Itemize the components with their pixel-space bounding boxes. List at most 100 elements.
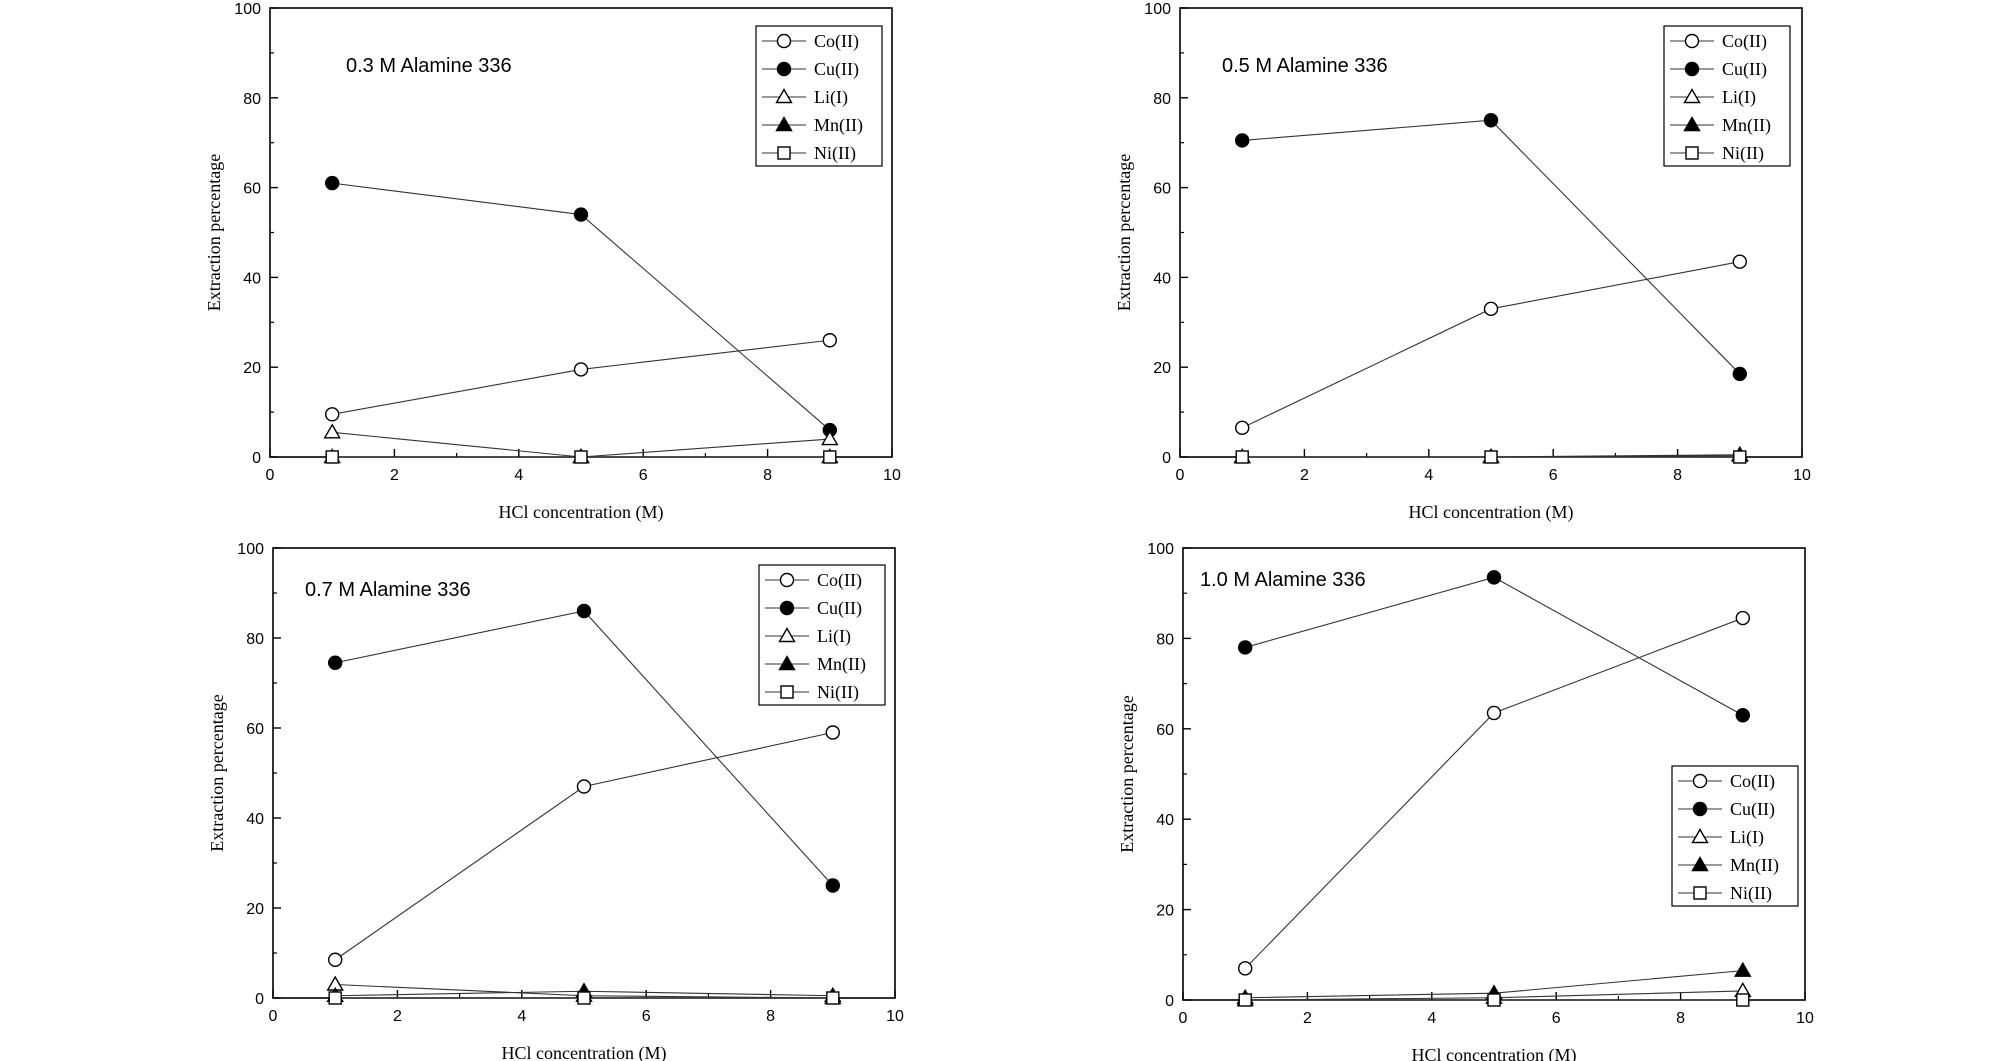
legend-marker bbox=[776, 61, 792, 77]
data-point bbox=[823, 450, 837, 464]
x-tick-label: 4 bbox=[517, 1008, 526, 1025]
data-point bbox=[1486, 570, 1502, 585]
legend-label: Ni(II) bbox=[1722, 143, 1764, 164]
y-tick-label: 20 bbox=[243, 360, 261, 377]
series-Ni(II) bbox=[328, 991, 840, 1005]
alamine-concentration-annotation: 0.3 M Alamine 336 bbox=[346, 55, 512, 77]
y-tick-label: 100 bbox=[234, 1, 261, 18]
y-tick-label: 20 bbox=[246, 901, 264, 918]
y-tick-label: 20 bbox=[1153, 360, 1171, 377]
data-point bbox=[1484, 450, 1498, 464]
series-Cu(II) bbox=[328, 603, 840, 893]
x-tick-label: 4 bbox=[1427, 1010, 1436, 1027]
series-Ni(II) bbox=[1235, 450, 1747, 464]
legend-label: Ni(II) bbox=[817, 682, 859, 703]
legend-marker bbox=[780, 685, 794, 699]
y-axis-label: Extraction percentage bbox=[204, 154, 224, 311]
data-point bbox=[1732, 254, 1748, 269]
legend-label: Ni(II) bbox=[1730, 883, 1772, 904]
x-tick-label: 10 bbox=[886, 1008, 904, 1025]
legend-marker bbox=[1691, 856, 1709, 872]
x-tick-label: 8 bbox=[763, 467, 772, 484]
data-point bbox=[1483, 113, 1499, 128]
data-point bbox=[822, 333, 837, 348]
legend: Co(II) Cu(II) Li(I) Mn(II) Ni(II) bbox=[1663, 25, 1791, 167]
legend-marker bbox=[1683, 116, 1701, 132]
legend-label: Li(I) bbox=[1730, 827, 1764, 848]
x-tick-label: 10 bbox=[883, 467, 901, 484]
data-point bbox=[1733, 450, 1747, 464]
y-axis-label: Extraction percentage bbox=[207, 694, 227, 851]
x-tick-label: 0 bbox=[1176, 467, 1185, 484]
y-tick-label: 80 bbox=[243, 91, 261, 108]
legend-label: Cu(II) bbox=[817, 598, 862, 619]
y-tick-label: 0 bbox=[252, 450, 261, 467]
x-axis-label: HCl concentration (M) bbox=[499, 502, 664, 523]
x-tick-label: 8 bbox=[766, 1008, 775, 1025]
data-point bbox=[1732, 366, 1748, 382]
legend: Co(II) Cu(II) Li(I) Mn(II) Ni(II) bbox=[758, 564, 886, 706]
data-point bbox=[1736, 993, 1750, 1007]
legend-label: Co(II) bbox=[1730, 771, 1775, 792]
legend-label: Cu(II) bbox=[1730, 799, 1775, 820]
legend-marker bbox=[778, 655, 796, 671]
y-tick-label: 60 bbox=[246, 721, 264, 738]
x-tick-label: 10 bbox=[1796, 1010, 1814, 1027]
data-point bbox=[577, 991, 591, 1005]
y-tick-label: 40 bbox=[243, 270, 261, 287]
data-point bbox=[1735, 610, 1751, 626]
series-Cu(II) bbox=[1237, 570, 1751, 723]
data-point bbox=[328, 952, 343, 967]
y-tick-label: 60 bbox=[1156, 722, 1174, 739]
y-tick-label: 80 bbox=[1156, 631, 1174, 648]
y-tick-label: 60 bbox=[1153, 181, 1171, 198]
legend-marker bbox=[775, 88, 793, 104]
data-point bbox=[826, 991, 840, 1005]
legend-label: Li(I) bbox=[814, 87, 848, 108]
x-axis-label: HCl concentration (M) bbox=[1412, 1045, 1577, 1061]
legend: Co(II) Cu(II) Li(I) Mn(II) Ni(II) bbox=[1671, 765, 1799, 907]
y-tick-label: 0 bbox=[1162, 450, 1171, 467]
y-tick-label: 20 bbox=[1156, 903, 1174, 920]
legend-label: Mn(II) bbox=[817, 654, 866, 675]
y-tick-label: 0 bbox=[255, 991, 264, 1008]
series-Co(II) bbox=[1237, 610, 1751, 976]
legend-marker bbox=[779, 572, 795, 588]
legend-marker bbox=[775, 116, 793, 132]
y-tick-label: 100 bbox=[237, 541, 264, 558]
data-point bbox=[1234, 133, 1250, 148]
data-point bbox=[573, 207, 589, 222]
legend-marker bbox=[1684, 33, 1700, 49]
series-line bbox=[1241, 261, 1740, 429]
data-point bbox=[574, 450, 588, 464]
x-tick-label: 6 bbox=[642, 1008, 651, 1025]
legend-box bbox=[758, 564, 886, 706]
data-point bbox=[328, 655, 343, 670]
legend-label: Li(I) bbox=[1722, 87, 1756, 108]
legend-marker bbox=[1683, 88, 1701, 104]
x-tick-label: 0 bbox=[266, 467, 275, 484]
x-tick-label: 0 bbox=[1179, 1010, 1188, 1027]
x-tick-label: 4 bbox=[1424, 467, 1433, 484]
data-point bbox=[1735, 708, 1751, 723]
legend-label: Cu(II) bbox=[1722, 59, 1767, 80]
legend-label: Ni(II) bbox=[814, 143, 856, 164]
data-point bbox=[325, 450, 339, 464]
data-point bbox=[1237, 961, 1253, 976]
legend-marker bbox=[1685, 146, 1699, 160]
alamine-concentration-annotation: 0.7 M Alamine 336 bbox=[305, 579, 471, 601]
x-tick-label: 2 bbox=[393, 1008, 402, 1025]
data-point bbox=[821, 430, 839, 446]
legend-label: Mn(II) bbox=[814, 115, 863, 136]
data-point bbox=[325, 175, 340, 191]
legend-marker bbox=[1693, 886, 1707, 900]
series-Co(II) bbox=[325, 333, 837, 422]
legend-box bbox=[1663, 25, 1791, 167]
legend-label: Li(I) bbox=[817, 626, 851, 647]
y-tick-label: 100 bbox=[1144, 1, 1171, 18]
legend-marker bbox=[776, 33, 792, 49]
x-tick-label: 6 bbox=[1552, 1010, 1561, 1027]
